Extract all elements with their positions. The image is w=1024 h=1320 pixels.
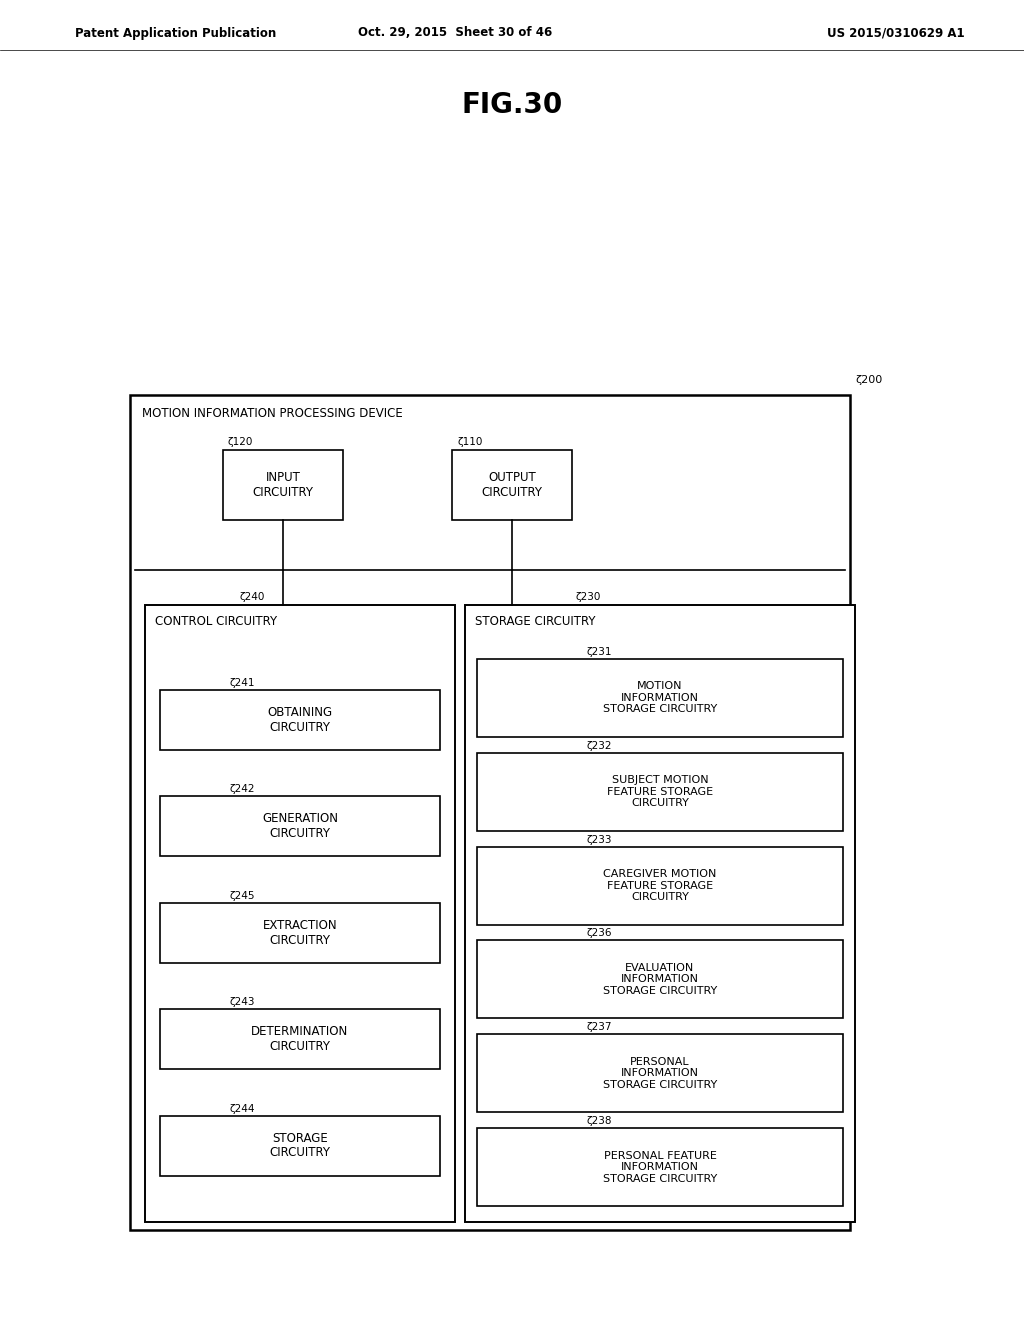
- Bar: [477, 1129, 843, 1206]
- Bar: [477, 1035, 843, 1113]
- Bar: [160, 689, 440, 750]
- Text: ζ120: ζ120: [228, 437, 253, 447]
- Text: ζ233: ζ233: [587, 834, 612, 845]
- Text: CAREGIVER MOTION
FEATURE STORAGE
CIRCUITRY: CAREGIVER MOTION FEATURE STORAGE CIRCUIT…: [603, 869, 717, 902]
- Bar: [465, 605, 855, 1222]
- Text: GENERATION
CIRCUITRY: GENERATION CIRCUITRY: [262, 812, 338, 840]
- Text: INPUT
CIRCUITRY: INPUT CIRCUITRY: [253, 471, 313, 499]
- Text: ζ242: ζ242: [230, 784, 256, 795]
- Text: MOTION INFORMATION PROCESSING DEVICE: MOTION INFORMATION PROCESSING DEVICE: [142, 407, 402, 420]
- Bar: [160, 796, 440, 855]
- Bar: [223, 450, 343, 520]
- Bar: [477, 846, 843, 924]
- Text: STORAGE
CIRCUITRY: STORAGE CIRCUITRY: [269, 1131, 331, 1159]
- Text: ζ241: ζ241: [230, 677, 256, 688]
- Text: MOTION
INFORMATION
STORAGE CIRCUITRY: MOTION INFORMATION STORAGE CIRCUITRY: [603, 681, 717, 714]
- Bar: [130, 395, 850, 1230]
- Text: FIG.30: FIG.30: [462, 91, 562, 119]
- Bar: [477, 940, 843, 1019]
- Text: ζ236: ζ236: [587, 928, 612, 939]
- Bar: [477, 659, 843, 737]
- Text: STORAGE CIRCUITRY: STORAGE CIRCUITRY: [475, 615, 596, 628]
- Text: EXTRACTION
CIRCUITRY: EXTRACTION CIRCUITRY: [263, 919, 337, 946]
- Bar: [160, 903, 440, 962]
- Text: US 2015/0310629 A1: US 2015/0310629 A1: [827, 26, 965, 40]
- Text: ζ245: ζ245: [230, 891, 256, 900]
- Text: EVALUATION
INFORMATION
STORAGE CIRCUITRY: EVALUATION INFORMATION STORAGE CIRCUITRY: [603, 962, 717, 997]
- Bar: [145, 605, 455, 1222]
- Bar: [452, 450, 572, 520]
- Text: ζ231: ζ231: [587, 647, 612, 657]
- Bar: [477, 752, 843, 830]
- Text: Oct. 29, 2015  Sheet 30 of 46: Oct. 29, 2015 Sheet 30 of 46: [357, 26, 552, 40]
- Text: ζ238: ζ238: [587, 1117, 612, 1126]
- Text: ζ244: ζ244: [230, 1104, 256, 1114]
- Text: ζ240: ζ240: [240, 591, 265, 602]
- Text: SUBJECT MOTION
FEATURE STORAGE
CIRCUITRY: SUBJECT MOTION FEATURE STORAGE CIRCUITRY: [607, 775, 713, 808]
- Text: ζ243: ζ243: [230, 997, 256, 1007]
- Text: PERSONAL
INFORMATION
STORAGE CIRCUITRY: PERSONAL INFORMATION STORAGE CIRCUITRY: [603, 1057, 717, 1090]
- Bar: [160, 1008, 440, 1069]
- Text: CONTROL CIRCUITRY: CONTROL CIRCUITRY: [155, 615, 278, 628]
- Text: Patent Application Publication: Patent Application Publication: [75, 26, 276, 40]
- Text: ζ230: ζ230: [575, 591, 600, 602]
- Text: OBTAINING
CIRCUITRY: OBTAINING CIRCUITRY: [267, 705, 333, 734]
- Text: DETERMINATION
CIRCUITRY: DETERMINATION CIRCUITRY: [251, 1026, 348, 1053]
- Text: ζ110: ζ110: [457, 437, 482, 447]
- Bar: [160, 1115, 440, 1176]
- Text: PERSONAL FEATURE
INFORMATION
STORAGE CIRCUITRY: PERSONAL FEATURE INFORMATION STORAGE CIR…: [603, 1151, 717, 1184]
- Text: OUTPUT
CIRCUITRY: OUTPUT CIRCUITRY: [481, 471, 543, 499]
- Text: ζ237: ζ237: [587, 1022, 612, 1032]
- Text: ζ232: ζ232: [587, 741, 612, 751]
- Text: ζ200: ζ200: [855, 375, 883, 385]
